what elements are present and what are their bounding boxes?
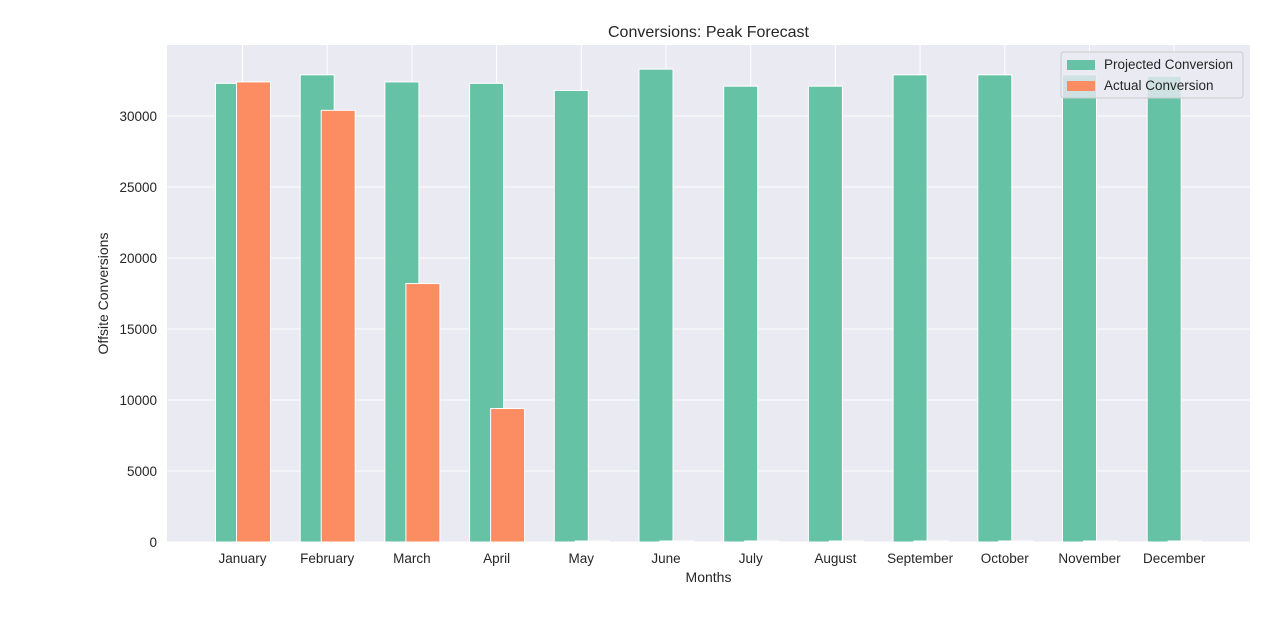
bar-projected (638, 68, 674, 543)
x-axis-label: Months (686, 569, 732, 585)
x-tick-label: May (569, 551, 595, 566)
y-tick-label: 30000 (119, 109, 157, 124)
x-tick-label: March (393, 551, 431, 566)
x-tick-label: June (651, 551, 680, 566)
y-tick-label: 20000 (119, 251, 157, 266)
bar-actual (405, 283, 441, 543)
bar-projected (553, 89, 589, 543)
bar-actual (998, 540, 1034, 543)
legend: Projected Conversion Actual Conversion (1060, 51, 1244, 99)
bar-projected (807, 85, 843, 543)
y-tick-label: 10000 (119, 393, 157, 408)
x-tick-label: September (887, 551, 954, 566)
legend-label-actual: Actual Conversion (1104, 78, 1214, 93)
x-tick-label: July (739, 551, 763, 566)
bar-actual (320, 109, 356, 543)
bar-projected (723, 85, 759, 543)
x-tick-label: February (300, 551, 354, 566)
y-tick-label: 25000 (119, 180, 157, 195)
x-tick-label: January (218, 551, 266, 566)
x-tick-labels: January February March April May June July Augu… (218, 551, 1205, 566)
x-tick-label: August (814, 551, 856, 566)
y-tick-labels: 0 5000 10000 15000 20000 25000 30000 (119, 109, 157, 550)
x-tick-label: October (981, 551, 1030, 566)
bar-actual (828, 540, 864, 543)
chart-title: Conversions: Peak Forecast (608, 24, 810, 41)
bar-projected (1062, 74, 1097, 543)
bar-actual (236, 81, 271, 543)
bar-projected (977, 74, 1013, 543)
bar-projected (892, 74, 928, 543)
bar-actual (1083, 540, 1118, 543)
x-tick-label: December (1143, 551, 1206, 566)
y-tick-label: 5000 (127, 464, 157, 479)
legend-swatch-projected (1067, 60, 1095, 70)
bars (215, 68, 1203, 543)
bar-actual (1167, 540, 1203, 543)
y-axis-label: Offsite Conversions (95, 233, 111, 355)
y-tick-label: 0 (149, 535, 157, 550)
bar-actual (744, 540, 780, 543)
y-tick-label: 15000 (119, 322, 157, 337)
x-tick-label: April (483, 551, 510, 566)
bar-actual (574, 540, 610, 543)
bar-actual (913, 540, 949, 543)
legend-label-projected: Projected Conversion (1104, 57, 1233, 72)
x-tick-label: November (1058, 551, 1121, 566)
bar-actual (490, 408, 526, 543)
bar-projected (1146, 75, 1182, 543)
legend-swatch-actual (1067, 81, 1095, 91)
bar-actual (659, 540, 695, 543)
legend-box (1060, 51, 1244, 99)
